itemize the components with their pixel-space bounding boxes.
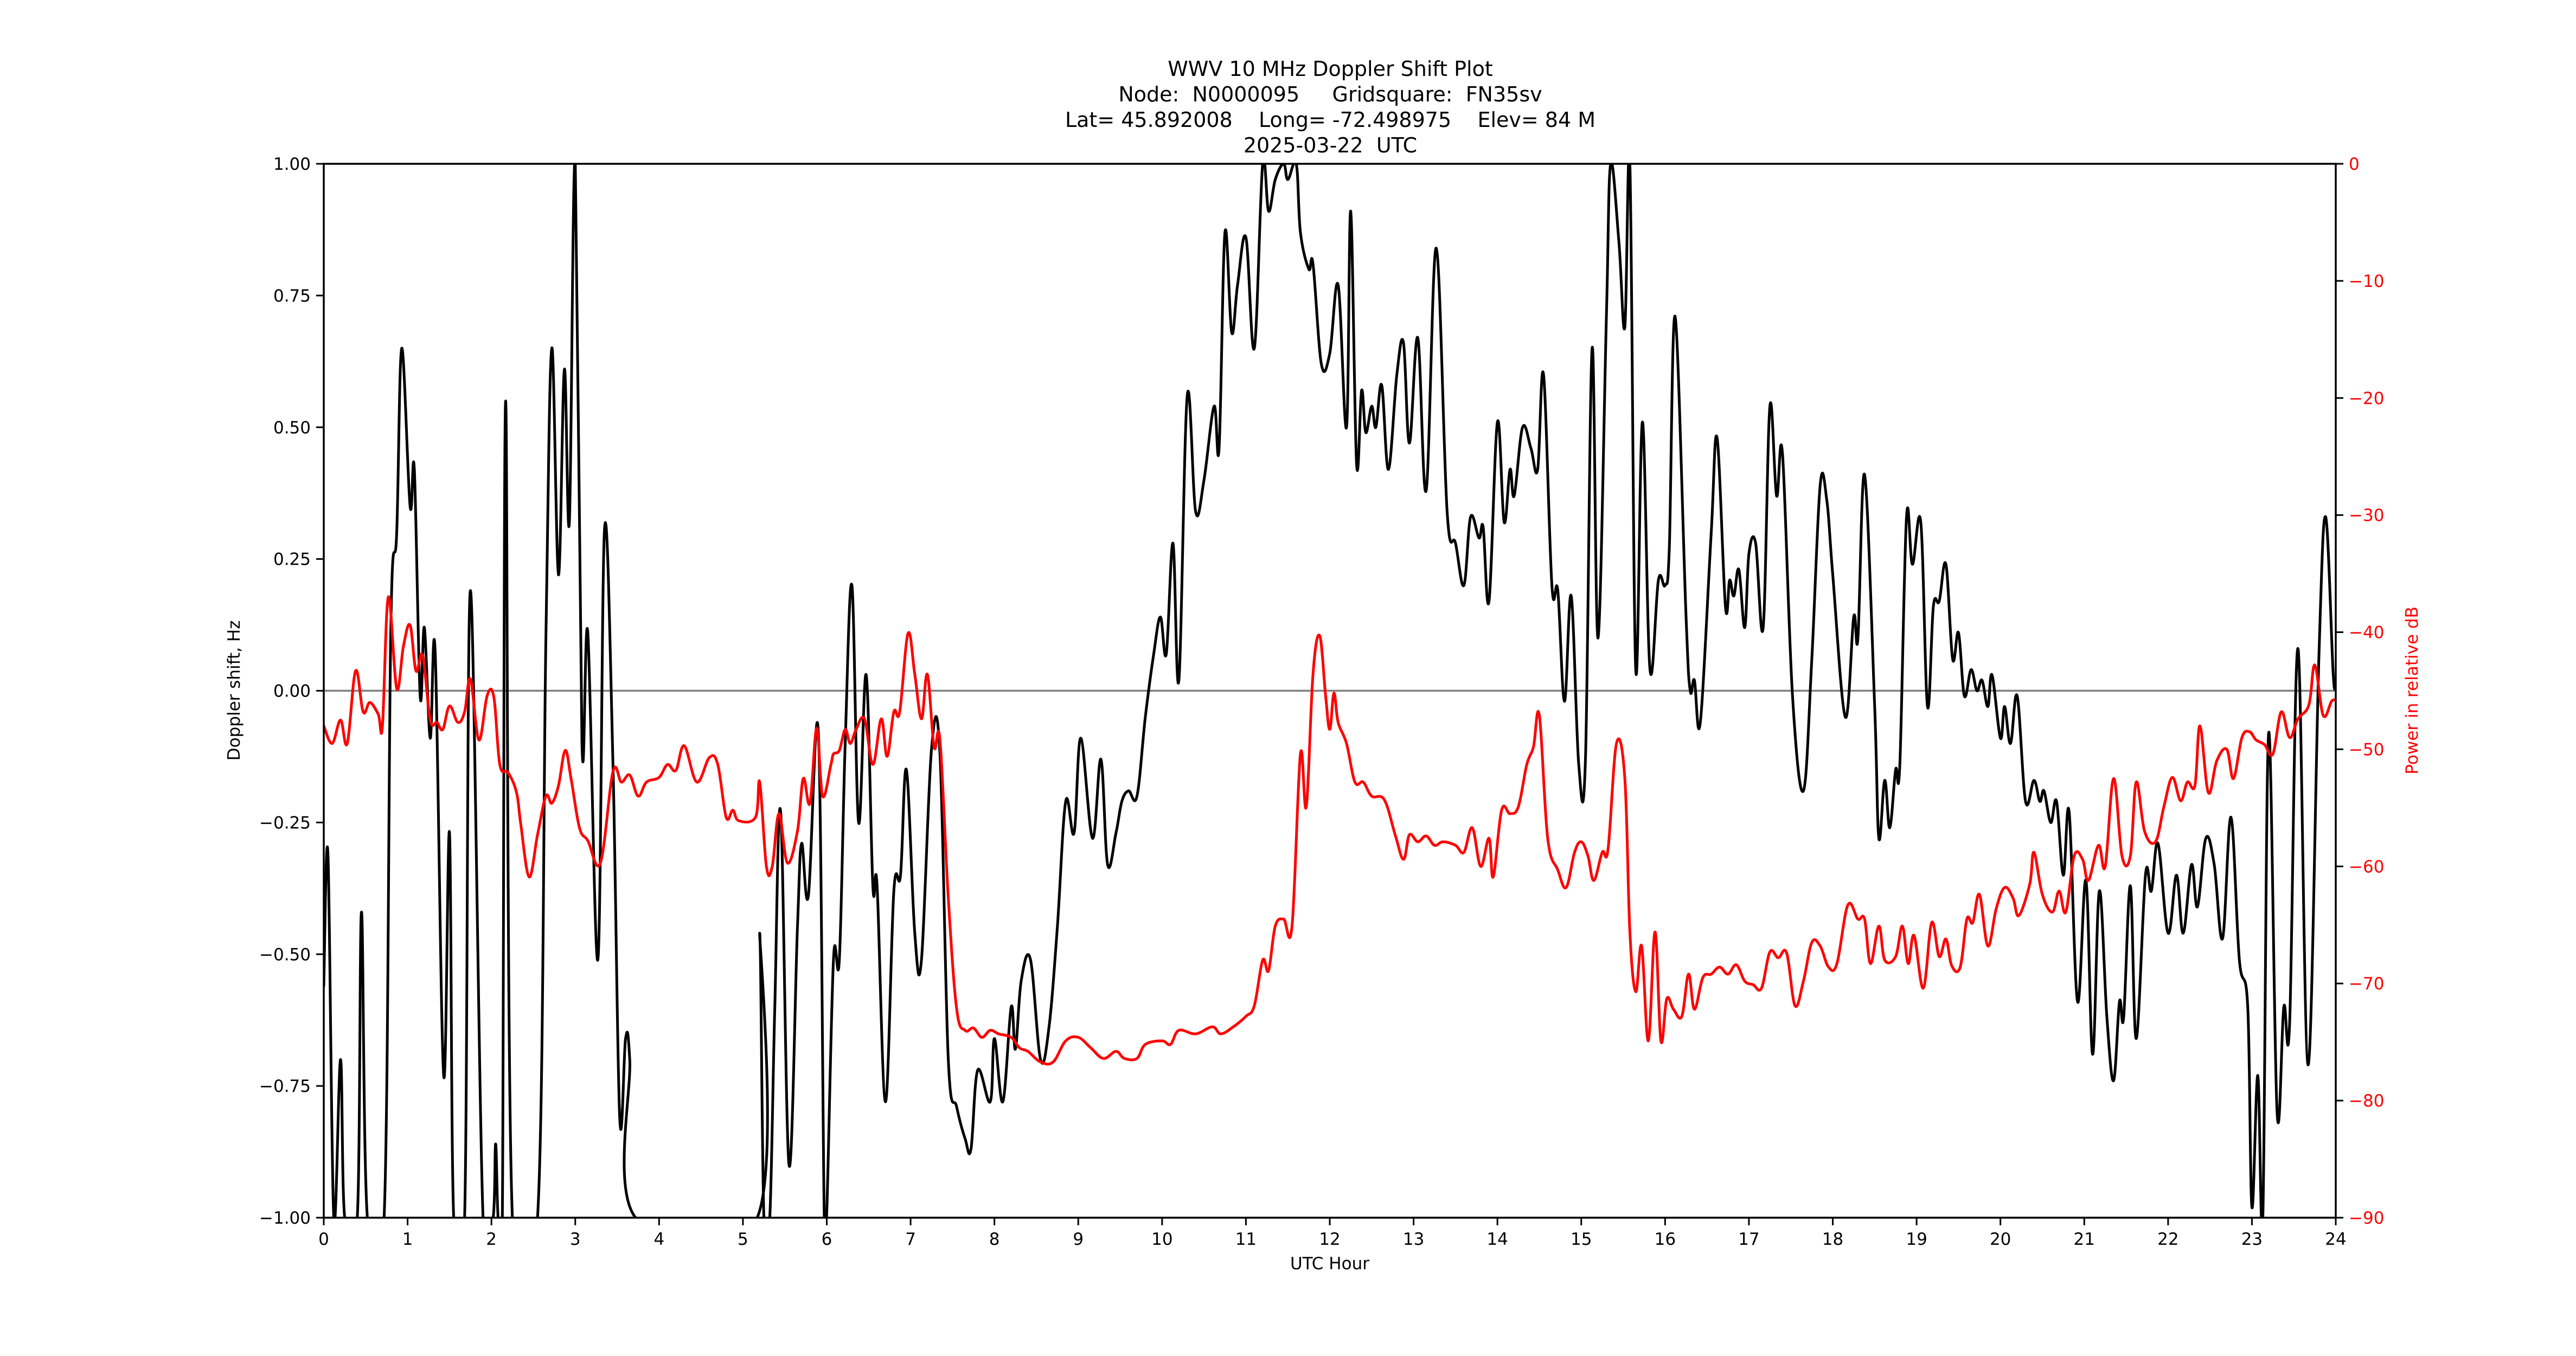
x-tick-label: 1 [402, 1230, 413, 1249]
x-tick-label: 5 [738, 1230, 748, 1249]
x-tick-label: 2 [486, 1230, 497, 1249]
left-y-axis-ticks: 1.00 0.75 0.50 0.25 0.00 −0.25 −0.50 −0.75 −1.00 [259, 155, 324, 1228]
x-tick-label: 0 [318, 1230, 329, 1249]
x-tick-label: 22 [2157, 1230, 2178, 1249]
left-y-tick-label: −0.75 [259, 1077, 311, 1096]
x-tick-label: 4 [653, 1230, 664, 1249]
x-tick-label: 13 [1403, 1230, 1424, 1249]
left-y-tick-label: 0.75 [273, 286, 311, 306]
right-y-axis-ticks: 0 −10 −20 −30 −40 −50 −60 −70 −80 −90 [2336, 155, 2384, 1228]
x-tick-label: 11 [1235, 1230, 1257, 1249]
x-axis-label: UTC Hour [1290, 1254, 1369, 1274]
right-y-axis-label: Power in relative dB [2402, 606, 2422, 774]
x-tick-label: 12 [1319, 1230, 1340, 1249]
x-tick-label: 15 [1571, 1230, 1592, 1249]
x-tick-label: 14 [1486, 1230, 1508, 1249]
x-tick-label: 8 [989, 1230, 1000, 1249]
doppler-shift-line [324, 164, 2336, 1218]
title-line-3: Lat= 45.892008 Long= -72.498975 Elev= 84… [1065, 108, 1595, 132]
power-line [324, 596, 2336, 1066]
x-tick-label: 20 [1990, 1230, 2011, 1249]
left-y-tick-label: 0.25 [273, 550, 311, 570]
title-line-4: 2025-03-22 UTC [1244, 133, 1417, 157]
x-tick-label: 17 [1738, 1230, 1759, 1249]
right-y-tick-label: −60 [2349, 857, 2384, 877]
left-y-tick-label: 1.00 [273, 155, 311, 174]
x-tick-label: 24 [2325, 1230, 2346, 1249]
x-tick-label: 10 [1151, 1230, 1172, 1249]
right-y-tick-label: −80 [2349, 1091, 2384, 1111]
left-y-tick-label: −0.50 [259, 945, 311, 964]
x-tick-label: 21 [2074, 1230, 2095, 1249]
x-tick-label: 19 [1906, 1230, 1927, 1249]
right-y-tick-label: −90 [2349, 1208, 2384, 1228]
left-y-tick-label: −1.00 [259, 1208, 311, 1228]
x-tick-label: 3 [570, 1230, 581, 1249]
x-tick-label: 18 [1822, 1230, 1843, 1249]
left-y-tick-label: 0.50 [273, 418, 311, 438]
title-line-2: Node: N0000095 Gridsquare: FN35sv [1118, 82, 1542, 106]
x-tick-label: 16 [1655, 1230, 1676, 1249]
x-tick-label: 7 [905, 1230, 916, 1249]
x-tick-label: 6 [822, 1230, 832, 1249]
title-line-1: WWV 10 MHz Doppler Shift Plot [1168, 57, 1493, 81]
x-axis-ticks: 0 1 2 3 4 5 6 7 8 9 10 11 12 13 14 15 16 17 18 19 20 21 22 23 24 [318, 1218, 2347, 1249]
left-y-tick-label: −0.25 [259, 813, 311, 833]
right-y-tick-label: −70 [2349, 974, 2384, 994]
right-y-tick-label: −10 [2349, 272, 2384, 291]
right-y-tick-label: −30 [2349, 506, 2384, 526]
x-tick-label: 23 [2241, 1230, 2263, 1249]
chart-title: WWV 10 MHz Doppler Shift Plot Node: N000… [1065, 57, 1595, 157]
right-y-tick-label: −20 [2349, 389, 2384, 408]
left-y-tick-label: 0.00 [273, 682, 311, 701]
right-y-tick-label: −40 [2349, 623, 2384, 643]
left-y-axis-label: Doppler shift, Hz [225, 621, 244, 761]
x-tick-label: 9 [1073, 1230, 1084, 1249]
right-y-tick-label: 0 [2349, 155, 2360, 174]
right-y-tick-label: −50 [2349, 740, 2384, 759]
